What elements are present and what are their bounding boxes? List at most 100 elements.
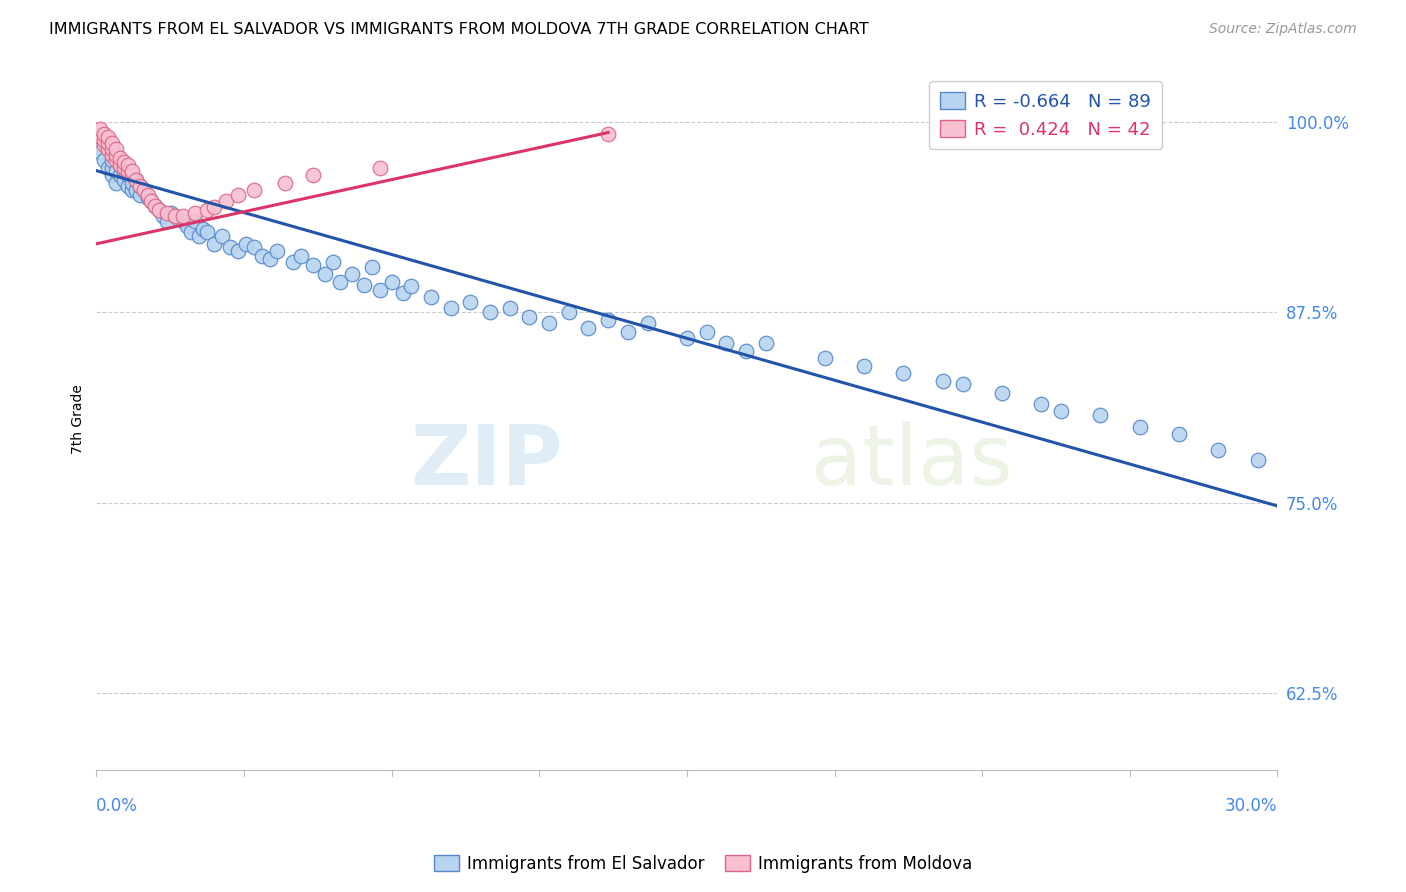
Point <box>165 210 187 224</box>
Point <box>93 127 115 141</box>
Point <box>368 283 391 297</box>
Point <box>381 275 404 289</box>
Point <box>283 255 305 269</box>
Point <box>814 351 837 365</box>
Point <box>538 316 561 330</box>
Point <box>97 136 120 151</box>
Point <box>108 152 131 166</box>
Point <box>755 335 778 350</box>
Point <box>195 225 218 239</box>
Point <box>853 359 876 373</box>
Point <box>125 184 148 198</box>
Point <box>637 316 659 330</box>
Point <box>108 168 131 182</box>
Text: atlas: atlas <box>811 421 1012 501</box>
Point <box>101 153 124 167</box>
Point <box>932 374 955 388</box>
Point <box>136 191 159 205</box>
Point <box>353 277 375 292</box>
Point <box>132 184 155 198</box>
Point <box>184 206 207 220</box>
Point <box>259 252 281 266</box>
Point <box>479 305 502 319</box>
Point <box>716 335 738 350</box>
Point <box>184 214 207 228</box>
Point <box>226 244 249 259</box>
Point <box>121 176 143 190</box>
Point <box>440 301 463 315</box>
Text: 0.0%: 0.0% <box>97 797 138 815</box>
Text: Source: ZipAtlas.com: Source: ZipAtlas.com <box>1209 22 1357 37</box>
Point <box>112 161 135 175</box>
Point <box>187 229 209 244</box>
Point <box>204 236 226 251</box>
Point <box>302 258 325 272</box>
Point <box>156 214 179 228</box>
Legend: R = -0.664   N = 89, R =  0.424   N = 42: R = -0.664 N = 89, R = 0.424 N = 42 <box>929 81 1163 149</box>
Point <box>101 136 124 151</box>
Point <box>125 173 148 187</box>
Point <box>121 163 143 178</box>
Point <box>180 225 202 239</box>
Point <box>101 148 124 162</box>
Point <box>105 176 128 190</box>
Point <box>219 240 242 254</box>
Point <box>499 301 522 315</box>
Point <box>322 255 344 269</box>
Point <box>893 367 915 381</box>
Point <box>696 325 718 339</box>
Point <box>617 325 640 339</box>
Point <box>368 161 391 175</box>
Point <box>1208 442 1230 457</box>
Point <box>93 133 115 147</box>
Point <box>152 210 174 224</box>
Point <box>121 184 143 198</box>
Point <box>329 275 352 289</box>
Point <box>314 268 336 282</box>
Point <box>243 240 266 254</box>
Point <box>420 290 443 304</box>
Point <box>243 184 266 198</box>
Point <box>290 249 312 263</box>
Point <box>136 188 159 202</box>
Point <box>117 163 139 178</box>
Point <box>250 249 273 263</box>
Point <box>211 229 233 244</box>
Point <box>125 173 148 187</box>
Point <box>105 163 128 178</box>
Point <box>1247 453 1270 467</box>
Point <box>191 221 214 235</box>
Point <box>141 194 163 208</box>
Point <box>105 148 128 162</box>
Point <box>89 130 111 145</box>
Point <box>148 203 170 218</box>
Y-axis label: 7th Grade: 7th Grade <box>72 384 86 454</box>
Point <box>176 219 198 233</box>
Point <box>121 168 143 182</box>
Point <box>145 199 167 213</box>
Point <box>392 285 415 300</box>
Point <box>302 168 325 182</box>
Text: ZIP: ZIP <box>411 421 562 501</box>
Text: IMMIGRANTS FROM EL SALVADOR VS IMMIGRANTS FROM MOLDOVA 7TH GRADE CORRELATION CHA: IMMIGRANTS FROM EL SALVADOR VS IMMIGRANT… <box>49 22 869 37</box>
Point <box>1050 404 1073 418</box>
Point <box>97 130 120 145</box>
Point <box>117 157 139 171</box>
Point <box>108 157 131 171</box>
Point <box>105 153 128 167</box>
Point <box>172 210 194 224</box>
Point <box>105 142 128 156</box>
Point <box>89 145 111 160</box>
Point <box>1168 427 1191 442</box>
Point <box>1031 397 1053 411</box>
Point <box>460 294 482 309</box>
Point <box>235 236 257 251</box>
Point <box>101 142 124 156</box>
Point <box>112 154 135 169</box>
Point <box>735 343 758 358</box>
Point <box>598 127 620 141</box>
Point <box>132 184 155 198</box>
Point <box>117 168 139 182</box>
Point <box>141 194 163 208</box>
Point <box>128 178 150 193</box>
